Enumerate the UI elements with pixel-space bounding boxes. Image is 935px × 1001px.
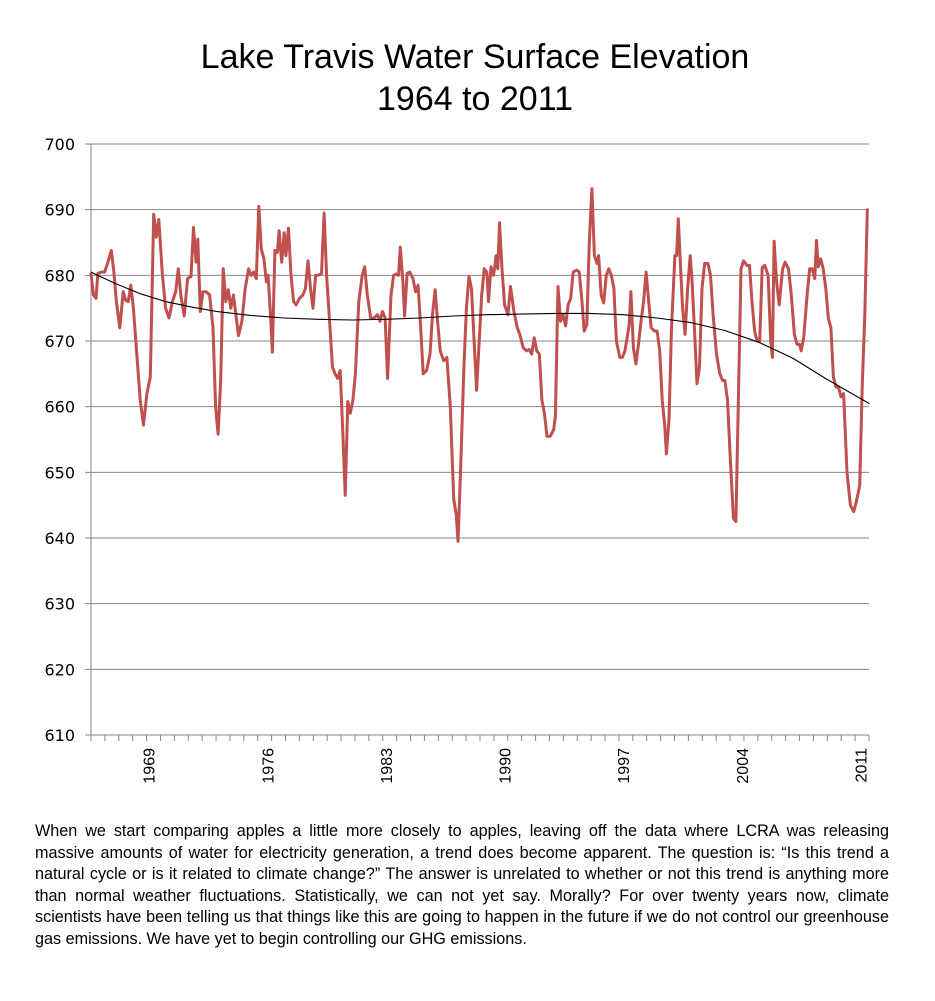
y-tick-labels: 610 620 630 640 650 660 670 680 690 700 — [44, 135, 75, 745]
axes — [85, 144, 870, 741]
chart-subtitle: 1964 to 2011 — [377, 80, 573, 118]
caption-text: When we start comparing apples a little … — [35, 822, 889, 948]
chart-title-block: Lake Travis Water Surface Elevation 1964… — [0, 36, 935, 120]
x-tick-labels: 1969 1976 1983 1990 1997 2004 2011 — [142, 748, 871, 784]
gridlines — [85, 143, 869, 736]
y-tick-label: 630 — [44, 595, 75, 614]
y-tick-label: 660 — [44, 398, 75, 417]
x-tick-label: 1997 — [616, 748, 633, 784]
elevation-line — [89, 187, 869, 543]
x-tick-label: 1983 — [379, 748, 396, 784]
trend-line — [90, 271, 870, 404]
y-tick-label: 610 — [44, 726, 75, 745]
y-tick-label: 620 — [44, 660, 75, 679]
chart-title: Lake Travis Water Surface Elevation — [200, 38, 750, 76]
x-tick-label: 1969 — [142, 748, 159, 784]
y-tick-label: 700 — [44, 135, 75, 154]
y-tick-label: 690 — [44, 201, 75, 220]
x-tick-label: 2011 — [854, 748, 871, 783]
y-tick-label: 670 — [44, 332, 75, 351]
y-tick-label: 650 — [44, 463, 75, 482]
series — [89, 187, 870, 543]
x-tick-label: 2004 — [735, 748, 752, 784]
y-tick-label: 640 — [44, 529, 75, 548]
x-tick-label: 1990 — [498, 748, 515, 784]
y-tick-label: 680 — [44, 266, 75, 285]
x-tick-label: 1976 — [260, 748, 277, 784]
